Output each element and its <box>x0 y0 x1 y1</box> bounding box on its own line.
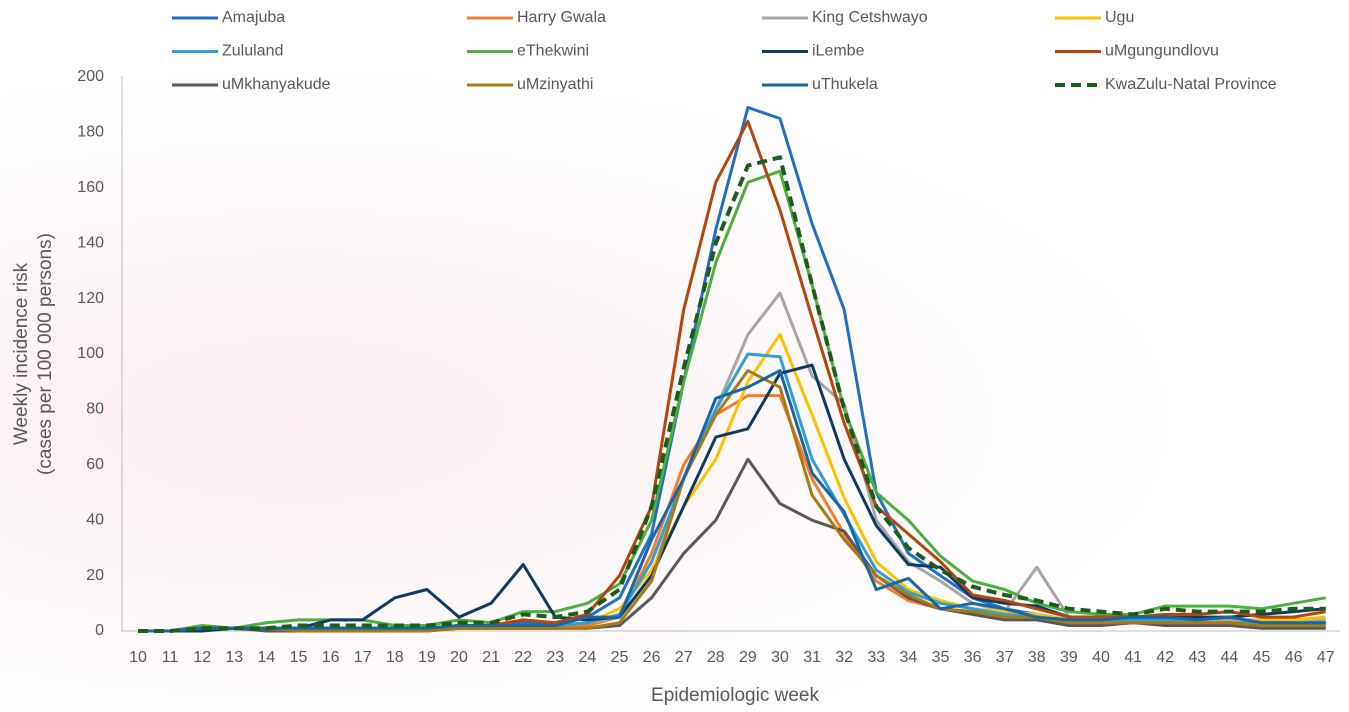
x-tick-label: 44 <box>1221 649 1239 666</box>
y-tick-label: 80 <box>86 401 104 418</box>
y-tick-label: 140 <box>77 234 104 251</box>
x-tick-label: 31 <box>803 649 821 666</box>
x-tick-label: 30 <box>771 649 789 666</box>
y-tick-label: 120 <box>77 290 104 307</box>
x-tick-label: 11 <box>162 649 179 666</box>
series-line <box>138 459 1326 631</box>
x-tick-label: 24 <box>579 649 597 666</box>
x-tick-label: 10 <box>129 649 147 666</box>
legend-label: KwaZulu-Natal Province <box>1105 76 1277 93</box>
x-tick-label: 26 <box>643 649 661 666</box>
x-tick-label: 43 <box>1188 649 1206 666</box>
x-tick-label: 35 <box>932 649 950 666</box>
legend-label: King Cetshwayo <box>812 9 928 26</box>
y-tick-label: 0 <box>95 622 104 639</box>
x-tick-label: 29 <box>739 649 757 666</box>
y-tick-label: 160 <box>77 179 104 196</box>
x-tick-label: 20 <box>450 649 468 666</box>
x-tick-label: 45 <box>1253 649 1271 666</box>
x-tick-label: 19 <box>418 649 436 666</box>
legend-label: uMkhanyakude <box>222 76 331 93</box>
series-line <box>138 121 1326 631</box>
x-tick-label: 22 <box>514 649 532 666</box>
x-tick-label: 17 <box>354 649 372 666</box>
x-tick-label: 28 <box>707 649 725 666</box>
legend-label: Amajuba <box>222 9 285 26</box>
x-tick-label: 36 <box>964 649 982 666</box>
x-tick-label: 40 <box>1092 649 1110 666</box>
x-tick-label: 42 <box>1156 649 1174 666</box>
x-tick-label: 37 <box>996 649 1014 666</box>
y-axis-title: Weekly incidence risk <box>11 262 32 445</box>
x-tick-label: 34 <box>900 649 918 666</box>
y-tick-label: 100 <box>77 345 104 362</box>
x-axis-title: Epidemiologic week <box>651 685 819 706</box>
x-tick-label: 27 <box>675 649 693 666</box>
legend-label: Harry Gwala <box>517 9 606 26</box>
x-tick-label: 33 <box>867 649 885 666</box>
legend-label: Ugu <box>1105 9 1134 26</box>
x-tick-label: 47 <box>1317 649 1335 666</box>
y-tick-label: 200 <box>77 68 104 85</box>
y-tick-label: 60 <box>86 456 104 473</box>
x-tick-label: 39 <box>1060 649 1078 666</box>
y-axis-title: (cases per 100 000 persons) <box>35 233 56 475</box>
series-line <box>138 396 1326 631</box>
y-tick-label: 180 <box>77 124 104 141</box>
x-tick-label: 16 <box>322 649 340 666</box>
page: {"chart_data": {"type": "line", "x_label… <box>0 0 1349 712</box>
x-tick-label: 46 <box>1285 649 1303 666</box>
y-tick-label: 20 <box>86 567 104 584</box>
x-tick-label: 38 <box>1028 649 1046 666</box>
x-tick-label: 14 <box>258 649 276 666</box>
legend-label: uThukela <box>812 76 878 93</box>
x-tick-label: 18 <box>386 649 404 666</box>
x-tick-label: 13 <box>225 649 243 666</box>
x-tick-label: 21 <box>482 649 500 666</box>
y-tick-label: 40 <box>86 511 104 528</box>
legend-label: eThekwini <box>517 43 589 60</box>
series-line <box>138 293 1326 631</box>
chart: Epidemiologic week Weekly incidence risk… <box>0 0 1349 712</box>
x-tick-label: 25 <box>611 649 629 666</box>
legend-label: iLembe <box>812 43 865 60</box>
series-line <box>138 371 1326 631</box>
legend-label: uMgungundlovu <box>1105 43 1219 60</box>
series-line <box>138 371 1326 631</box>
legend-label: Zululand <box>222 43 283 60</box>
x-tick-label: 32 <box>835 649 853 666</box>
x-tick-label: 12 <box>193 649 211 666</box>
x-tick-label: 23 <box>546 649 564 666</box>
x-tick-label: 41 <box>1124 649 1142 666</box>
legend-label: uMzinyathi <box>517 76 593 93</box>
x-tick-label: 15 <box>290 649 308 666</box>
series-line <box>138 171 1326 631</box>
